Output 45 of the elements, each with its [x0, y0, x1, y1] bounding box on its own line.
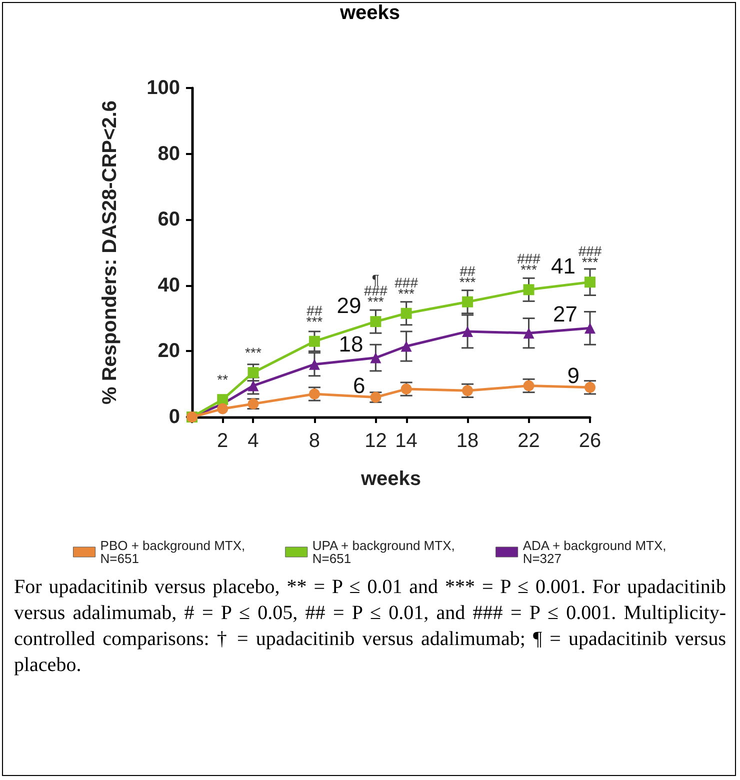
point	[462, 296, 474, 308]
point	[370, 316, 382, 328]
point	[248, 380, 259, 392]
y-tick-label: 80	[158, 142, 180, 165]
point	[308, 336, 320, 347]
text: weeks	[338, 2, 402, 25]
point	[523, 328, 534, 339]
x-tick-label: 12	[364, 430, 387, 452]
y-tick-label: 60	[158, 208, 180, 231]
x-tick-label: 4	[248, 430, 259, 452]
legend-label: PBO + background MTX, N=651	[100, 538, 246, 566]
x-tick-label: 14	[395, 430, 418, 452]
x-tick-label: 18	[456, 430, 479, 452]
annotation: ***	[245, 344, 262, 361]
y-tick-label: 20	[158, 340, 180, 362]
point	[248, 367, 259, 378]
data-label: 9	[567, 362, 580, 388]
point	[217, 394, 228, 406]
annotation: **	[217, 372, 229, 388]
x-tick-label: 8	[308, 430, 320, 452]
point	[400, 340, 412, 352]
point	[462, 326, 474, 337]
point	[370, 352, 382, 364]
data-label: 29	[336, 293, 362, 318]
y-tick-label: 100	[146, 77, 180, 99]
point	[523, 284, 534, 296]
text: For upadacitinib versus placebo, ** = P ≤ 0.01 and *** = P ≤ 0.001. For upadacitinib versus adalimumab, # = P ≤ 0.05, ## = P ≤ 0.01, and ### = P ≤ 0.001. Multiplicity-controlled comparisons: † = upadacitinib versus adalimumab; ¶ = upadacitinib versus placebo.	[14, 575, 726, 678]
y-tick-label: 40	[158, 274, 180, 296]
x-tick-label: 26	[578, 430, 602, 452]
data-label: 27	[553, 302, 578, 327]
x-tick-label: 2	[217, 430, 228, 452]
point	[584, 322, 596, 334]
y-axis-title: % Responders: DAS28-CRP<2.6	[99, 100, 121, 404]
legend-label: ADA + background MTX, N=327	[522, 538, 666, 566]
x-axis-title: weeks	[360, 468, 422, 490]
y-tick-label: 0	[168, 406, 180, 428]
data-label: 18	[338, 331, 364, 356]
x-tick-label: 22	[518, 430, 540, 452]
data-label: 41	[551, 254, 576, 279]
data-label: 6	[352, 372, 366, 398]
point	[400, 308, 412, 319]
legend-label: UPA + background MTX, N=651	[312, 538, 455, 566]
point	[308, 358, 320, 370]
point	[584, 276, 596, 288]
point	[217, 403, 228, 414]
